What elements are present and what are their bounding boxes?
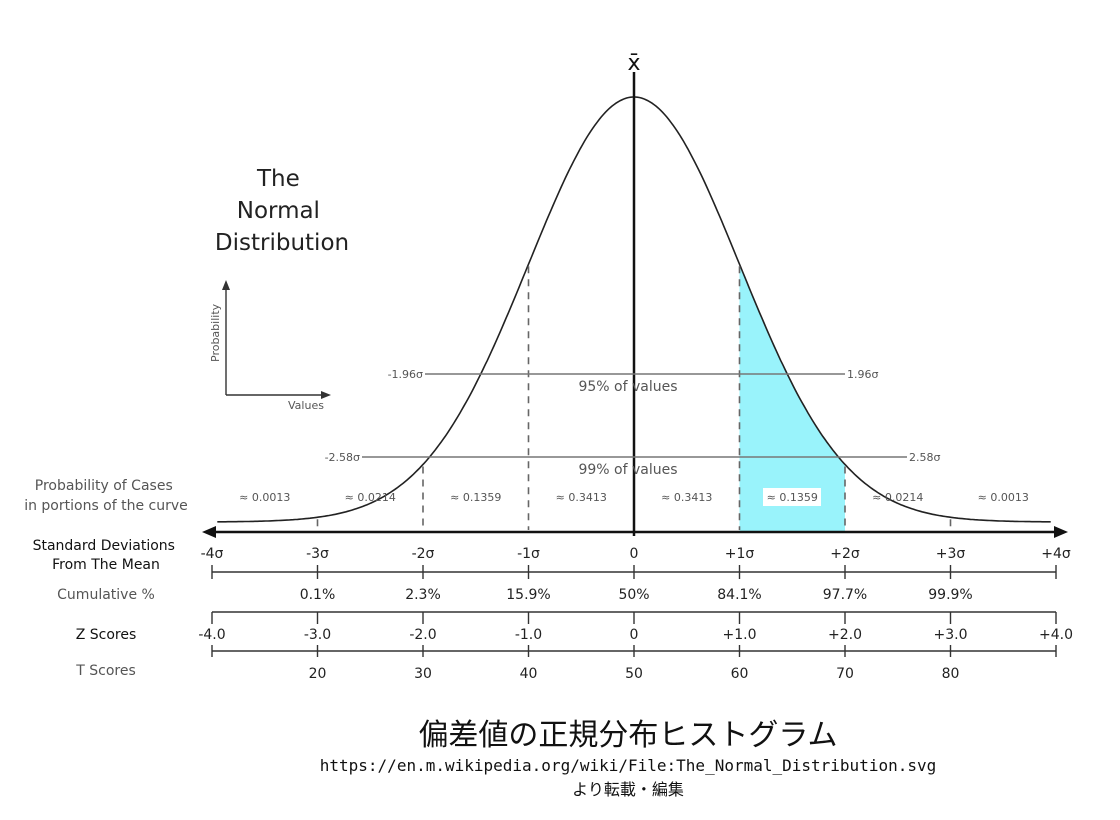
t-value: 80: [942, 666, 960, 682]
diagram-title: The Normal Distribution: [215, 166, 349, 256]
sd-tick-label: -3σ: [306, 546, 329, 562]
t-value: 60: [731, 666, 749, 682]
cumulative-value: 50%: [618, 587, 649, 603]
caption-source-url: https://en.m.wikipedia.org/wiki/File:The…: [320, 756, 937, 775]
interval-95-label: 95% of values: [578, 379, 677, 395]
sd-tick-label: +4σ: [1041, 546, 1071, 562]
probability-value: ≈ 0.0214: [872, 491, 923, 504]
sd-row-label: Standard Deviations From The Mean: [33, 538, 180, 573]
t-value: 30: [414, 666, 432, 682]
t-row-label: T Scores: [75, 663, 136, 679]
cumulative-value: 2.3%: [405, 587, 441, 603]
sd-tick-label: +3σ: [936, 546, 966, 562]
t-value: 20: [309, 666, 327, 682]
probability-value: ≈ 0.0013: [239, 491, 290, 504]
sigma-dashed-lines: [316, 266, 952, 530]
probability-value: ≈ 0.1359: [450, 491, 501, 504]
probability-value: ≈ 0.3413: [661, 491, 712, 504]
mini-axes: Probability Values: [209, 280, 331, 412]
interval-95: -1.96σ 1.96σ 95% of values: [388, 368, 879, 395]
sd-tick-label: +2σ: [830, 546, 860, 562]
caption-title: 偏差値の正規分布ヒストグラム: [418, 718, 837, 753]
z-value: -1.0: [515, 627, 542, 643]
interval-99-label: 99% of values: [578, 462, 677, 478]
z-value: +3.0: [934, 627, 968, 643]
cumulative-value: 97.7%: [823, 587, 867, 603]
z-value: +1.0: [723, 627, 757, 643]
interval-99-right-label: 2.58σ: [909, 451, 940, 464]
t-value: 50: [625, 666, 643, 682]
caption-note: より転載・編集: [572, 780, 684, 799]
highlighted-area: [739, 264, 845, 532]
z-value: 0: [630, 627, 639, 643]
probability-value: ≈ 0.0013: [978, 491, 1029, 504]
z-value: -3.0: [304, 627, 331, 643]
z-value: +2.0: [828, 627, 862, 643]
mini-axis-x-label: Values: [288, 399, 324, 412]
title-line-2: Normal: [237, 198, 320, 224]
highlight-label-background: [763, 488, 821, 506]
cumulative-value: 0.1%: [300, 587, 336, 603]
interval-99-left-label: -2.58σ: [325, 451, 360, 464]
z-value: -4.0: [198, 627, 225, 643]
sd-tick-label: +1σ: [725, 546, 755, 562]
sd-tick-label: -2σ: [412, 546, 435, 562]
z-value: -2.0: [409, 627, 436, 643]
interval-95-right-label: 1.96σ: [847, 368, 878, 381]
z-value: +4.0: [1039, 627, 1073, 643]
probability-value: ≈ 0.3413: [556, 491, 607, 504]
probability-values: ≈ 0.0013 ≈ 0.0214 ≈ 0.1359 ≈ 0.3413 ≈ 0.3413…: [239, 491, 1029, 504]
sd-tick-label: -1σ: [517, 546, 540, 562]
mean-symbol: x̄: [627, 51, 640, 76]
interval-99: -2.58σ 2.58σ 99% of values: [325, 451, 941, 478]
cumulative-row-label: Cumulative %: [57, 587, 155, 603]
probability-cases-label: Probability of Cases in portions of the …: [24, 478, 188, 514]
probability-value: ≈ 0.0214: [345, 491, 396, 504]
t-value: 70: [836, 666, 854, 682]
cumulative-value: 99.9%: [928, 587, 972, 603]
mini-axis-y-label: Probability: [209, 303, 222, 362]
title-line-1: The: [256, 166, 300, 192]
z-row-label: Z Scores: [76, 627, 137, 643]
interval-95-left-label: -1.96σ: [388, 368, 423, 381]
cumulative-value: 15.9%: [506, 587, 550, 603]
t-value: 40: [520, 666, 538, 682]
cumulative-value: 84.1%: [717, 587, 761, 603]
sd-tick-label: -4σ: [201, 546, 224, 562]
scale-rows: -4σ -3σ -2σ -1σ 0 +1σ +2σ +3σ +4σ 0.1% 2.3% 15.9% 50…: [198, 546, 1073, 682]
sd-tick-label: 0: [630, 546, 639, 562]
title-line-3: Distribution: [215, 230, 349, 256]
probability-value: ≈ 0.1359: [767, 491, 818, 504]
main-axis: [202, 526, 1068, 538]
